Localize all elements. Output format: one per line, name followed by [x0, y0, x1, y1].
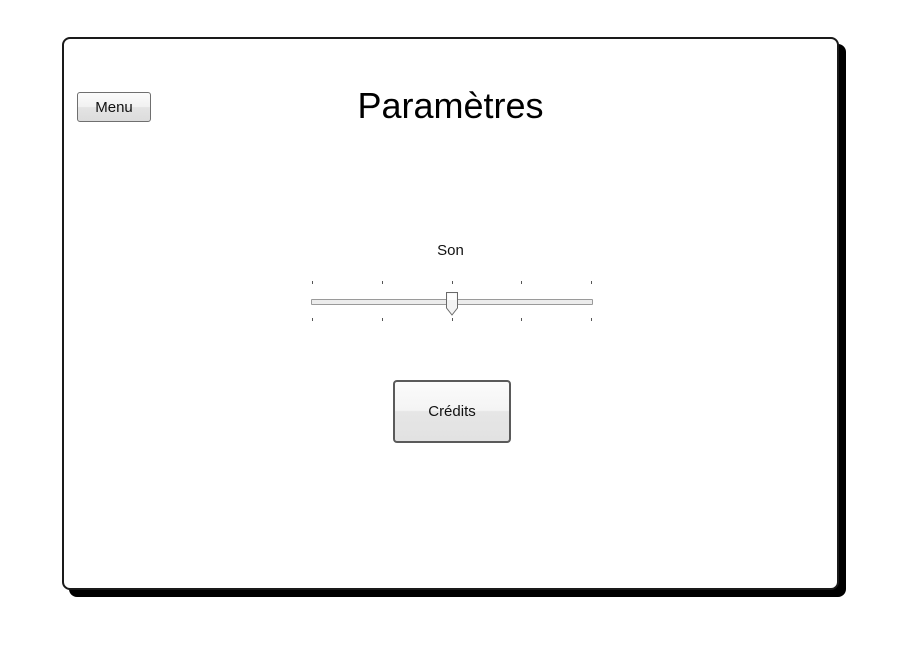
- slider-tick-bottom: [521, 318, 522, 321]
- slider-tick-bottom: [452, 318, 453, 321]
- slider-tick-top: [591, 281, 592, 284]
- sound-slider-label: Son: [437, 242, 464, 259]
- credits-button-label: Crédits: [428, 403, 476, 420]
- slider-tick-bottom: [591, 318, 592, 321]
- slider-thumb[interactable]: [445, 291, 459, 317]
- slider-tick-bottom: [312, 318, 313, 321]
- menu-button-label: Menu: [95, 98, 133, 116]
- page-title: Paramètres: [357, 85, 544, 126]
- menu-button[interactable]: Menu: [77, 92, 151, 122]
- credits-button[interactable]: Crédits: [393, 380, 511, 443]
- slider-tick-top: [312, 281, 313, 284]
- slider-tick-top: [521, 281, 522, 284]
- slider-tick-bottom: [382, 318, 383, 321]
- settings-window: Menu Paramètres Son Crédits: [62, 37, 839, 590]
- slider-tick-top: [382, 281, 383, 284]
- sound-slider[interactable]: [311, 279, 593, 323]
- slider-tick-top: [452, 281, 453, 284]
